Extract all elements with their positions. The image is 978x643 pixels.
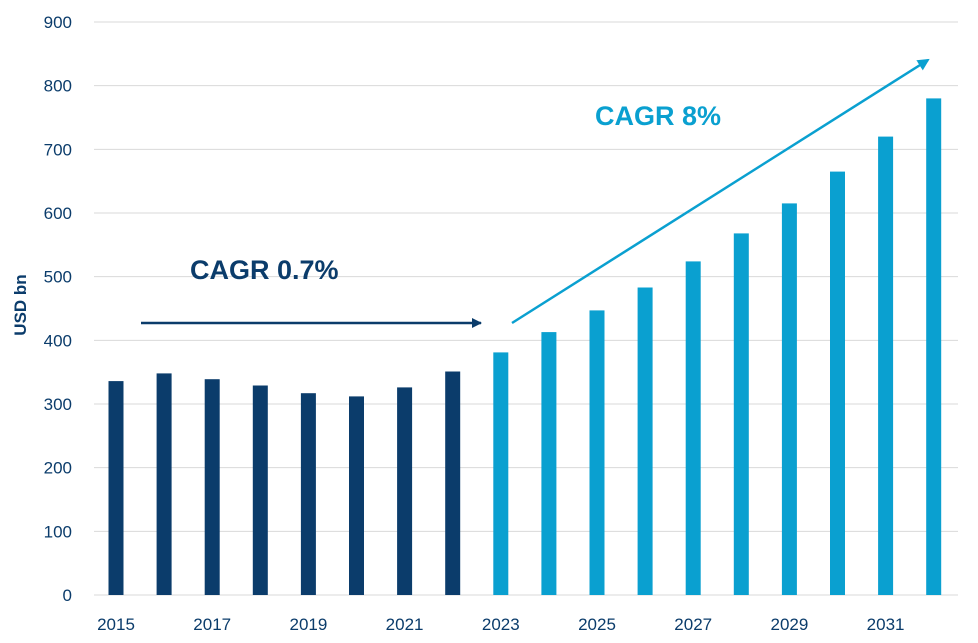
y-tick-label: 100	[44, 522, 72, 541]
x-tick-label: 2027	[674, 615, 712, 634]
bar-2028	[733, 233, 749, 595]
x-axis-ticks: 2015 2017 2019 2021 2023 2025 2027 2029 2031	[97, 615, 904, 634]
x-tick-label: 2021	[386, 615, 424, 634]
bar-2016	[156, 373, 172, 595]
x-tick-label: 2025	[578, 615, 616, 634]
bar-2021	[397, 387, 413, 595]
bar-2019	[300, 393, 316, 595]
y-tick-label: 300	[44, 395, 72, 414]
gridlines	[94, 21, 958, 596]
bar-2026	[637, 287, 653, 595]
x-tick-label: 2031	[867, 615, 905, 634]
bar-2025	[589, 310, 605, 595]
bar-2032	[926, 98, 942, 596]
y-tick-label: 600	[44, 204, 72, 223]
y-tick-label: 800	[44, 77, 72, 96]
forecast-cagr-label: CAGR 8%	[595, 101, 721, 131]
y-tick-label: 500	[44, 268, 72, 287]
x-tick-label: 2019	[289, 615, 327, 634]
y-tick-label: 700	[44, 140, 72, 159]
x-tick-label: 2017	[193, 615, 231, 634]
bar-2027	[685, 261, 701, 595]
y-tick-label: 400	[44, 331, 72, 350]
forecast-cagr-arrow	[511, 58, 930, 325]
bar-2017	[204, 379, 220, 595]
bars	[108, 98, 942, 596]
x-tick-label: 2023	[482, 615, 520, 634]
bar-2022	[445, 371, 461, 595]
bar-2030	[830, 171, 845, 595]
y-axis-label: USD bn	[11, 274, 30, 335]
bar-2015	[108, 381, 124, 595]
y-tick-label: 200	[44, 459, 72, 478]
y-axis-ticks: 0 100 200 300 400 500 600 700 800 900	[44, 13, 72, 605]
y-tick-label: 0	[63, 586, 72, 605]
x-tick-label: 2015	[97, 615, 135, 634]
bar-2018	[252, 385, 268, 595]
bar-2029	[781, 203, 797, 595]
x-tick-label: 2029	[770, 615, 808, 634]
bar-2024	[541, 332, 557, 595]
historical-cagr-label: CAGR 0.7%	[190, 255, 339, 285]
bar-2023	[493, 352, 509, 595]
y-tick-label: 900	[44, 13, 72, 32]
bar-2020	[349, 396, 364, 595]
bar-2031	[878, 136, 894, 595]
